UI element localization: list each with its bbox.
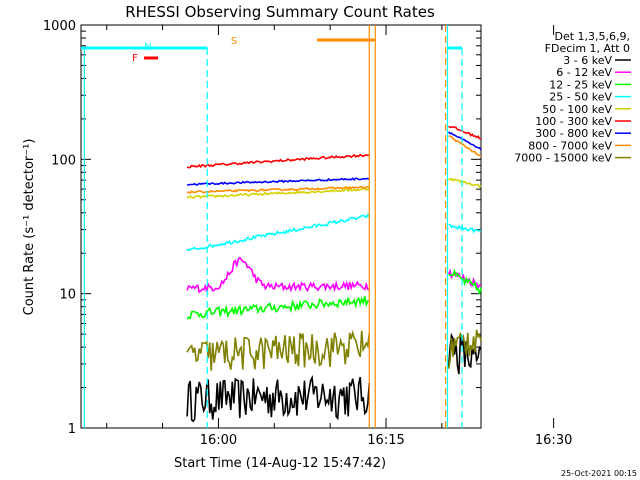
series-line-50-100keV [186,177,482,200]
legend-header-line-2: FDecim 1, Att 0 [545,42,630,55]
x-tick-label: 16:00 [200,433,237,448]
plot-frame [80,24,482,429]
legend-header-line-1: Det 1,3,5,6,9, [554,30,630,43]
legend-label: 100 - 300 keV [535,115,612,128]
annotation-f: F [132,53,138,64]
annotation-n: N [144,42,151,53]
y-tick-label: 100 [51,153,76,168]
series-line-6-12keV [186,256,482,294]
legend-label: 300 - 800 keV [535,127,612,140]
legend-label: 50 - 100 keV [542,103,612,116]
series-line-7000-15000keV [186,329,482,371]
legend-label: 800 - 7000 keV [528,139,612,152]
legend-label: 3 - 6 keV [563,54,612,67]
x-axis-label: Start Time (14-Aug-12 15:47:42) [174,456,386,471]
series-line-25-50keV [186,213,482,252]
legend-label: 6 - 12 keV [556,66,612,79]
legend-label: 12 - 25 keV [549,78,612,91]
annotation-s: S [231,36,237,47]
y-tick-label: 10 [59,288,76,303]
series-line-100-300keV [186,125,482,169]
y-axis-label: Count Rate (s⁻¹ detector⁻¹) [22,139,37,316]
x-tick-label: 16:15 [367,433,404,448]
series-line-300-800keV [187,131,482,186]
legend-label: 25 - 50 keV [549,91,612,104]
x-tick-label: 16:30 [535,433,572,448]
legend-label: 7000 - 15000 keV [514,152,612,165]
series-line-12-25keV [186,268,482,320]
y-tick-label: 1 [68,422,76,437]
chart-title: RHESSI Observing Summary Count Rates [125,3,435,21]
series-line-800-7000keV [186,135,482,194]
y-tick-label: 1000 [43,19,76,34]
footer-date: 25-Oct-2021 00:15 [561,469,637,478]
